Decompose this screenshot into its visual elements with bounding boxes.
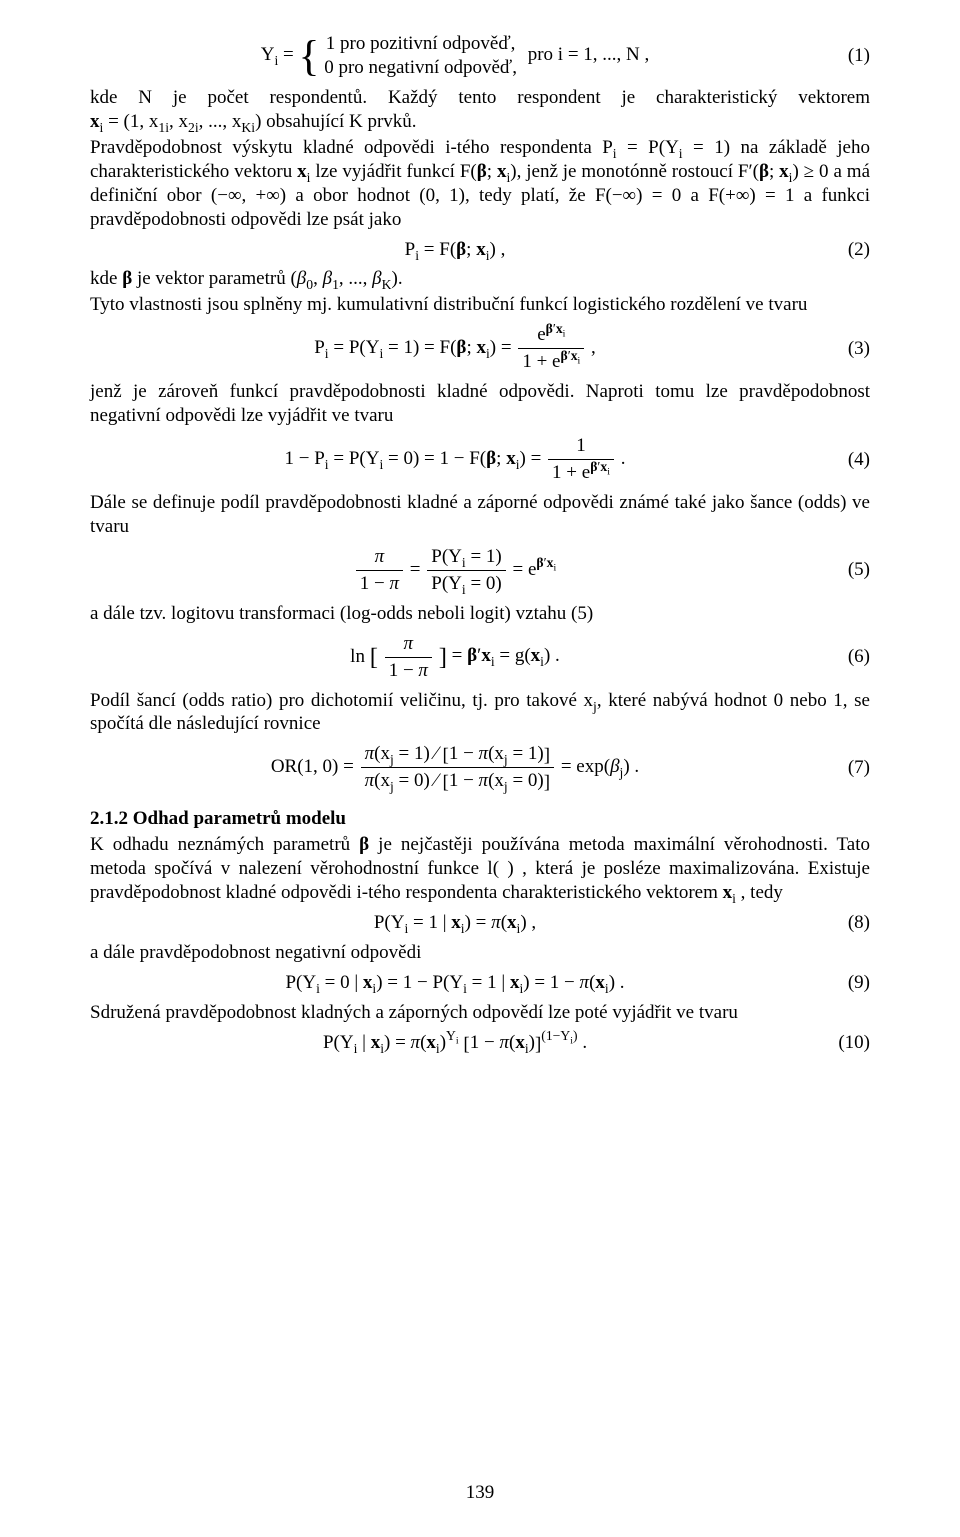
para-logit: a dále tzv. logitovu transformaci (log-o… bbox=[90, 602, 870, 626]
eq1-rhs: pro i = 1, ..., N , bbox=[528, 44, 650, 65]
para-before-eq2: Pravděpodobnost výskytu kladné odpovědi … bbox=[90, 136, 870, 232]
equation-3: Pi = P(Yi = 1) = F(β; xi) = eβ′xi 1 + eβ… bbox=[90, 323, 870, 374]
equation-8: P(Yi = 1 | xi) = π(xi) , (8) bbox=[90, 911, 870, 935]
eq10-body: P(Yi | xi) = π(xi)Yi [1 − π(xi)](1−Yi) . bbox=[90, 1031, 820, 1055]
p1b-text: obsahující K prvků. bbox=[266, 111, 416, 132]
equation-7: OR(1, 0) = π(xj = 1) ⁄ [1 − π(xj = 1)] π… bbox=[90, 742, 870, 793]
sub-i: i bbox=[274, 53, 278, 68]
para-beta-vector: kde β je vektor parametrů (β0, β1, ..., … bbox=[90, 267, 870, 291]
eq1-case1: 1 pro pozitivní odpověď, bbox=[324, 32, 517, 56]
eq9-body: P(Yi = 0 | xi) = 1 − P(Yi = 1 | xi) = 1 … bbox=[90, 971, 820, 995]
eq7-body: OR(1, 0) = π(xj = 1) ⁄ [1 − π(xj = 1)] π… bbox=[90, 742, 820, 793]
equation-1-body: Yi = { 1 pro pozitivní odpověď, 0 pro ne… bbox=[90, 32, 820, 80]
eq5-num: (5) bbox=[820, 558, 870, 582]
subsection-heading: 2.1.2 Odhad parametrů modelu bbox=[90, 807, 870, 831]
eq6-body: ln [ π 1 − π ] = β′xi = g(xi) . bbox=[90, 632, 820, 683]
equation-4: 1 − Pi = P(Yi = 0) = 1 − F(β; xi) = 1 1 … bbox=[90, 434, 870, 485]
para-neg-resp: a dále pravděpodobnost negativní odpověd… bbox=[90, 941, 870, 965]
eq2-body: Pi = F(β; xi) , bbox=[90, 238, 820, 262]
eq8-body: P(Yi = 1 | xi) = π(xi) , bbox=[90, 911, 820, 935]
para-odds-ratio: Podíl šancí (odds ratio) pro dichotomií … bbox=[90, 689, 870, 737]
eq1-case2: 0 pro negativní odpověď, bbox=[324, 56, 517, 80]
page: Yi = { 1 pro pozitivní odpověď, 0 pro ne… bbox=[0, 0, 960, 1537]
eq9-num: (9) bbox=[820, 971, 870, 995]
equation-1: Yi = { 1 pro pozitivní odpověď, 0 pro ne… bbox=[90, 32, 870, 80]
eq10-num: (10) bbox=[820, 1031, 870, 1055]
page-number: 139 bbox=[0, 1481, 960, 1505]
xvec: xi = (1, x1i, x2i, ..., xKi) bbox=[90, 111, 266, 132]
equation-6: ln [ π 1 − π ] = β′xi = g(xi) . (6) bbox=[90, 632, 870, 683]
para-odds: Dále se definuje podíl pravděpodobnosti … bbox=[90, 491, 870, 539]
eq8-num: (8) bbox=[820, 911, 870, 935]
eq4-num: (4) bbox=[820, 448, 870, 472]
para-after-eq1: kde N je počet respondentů. Každý tento … bbox=[90, 86, 870, 134]
para-joint: Sdružená pravděpodobnost kladných a zápo… bbox=[90, 1001, 870, 1025]
p1a-text: kde N je počet respondentů. Každý tento … bbox=[90, 87, 870, 108]
eq1-num: (1) bbox=[820, 44, 870, 68]
eq3-num: (3) bbox=[820, 337, 870, 361]
eq7-num: (7) bbox=[820, 756, 870, 780]
para-mle: K odhadu neznámých parametrů β je nejčas… bbox=[90, 833, 870, 905]
equation-5: π 1 − π = P(Yi = 1) P(Yi = 0) = eβ′xi (5… bbox=[90, 545, 870, 596]
eq5-body: π 1 − π = P(Yi = 1) P(Yi = 0) = eβ′xi bbox=[90, 545, 820, 596]
para-neg-prob: jenž je zároveň funkcí pravděpodobnosti … bbox=[90, 380, 870, 428]
equation-9: P(Yi = 0 | xi) = 1 − P(Yi = 1 | xi) = 1 … bbox=[90, 971, 870, 995]
eq6-num: (6) bbox=[820, 645, 870, 669]
eq4-body: 1 − Pi = P(Yi = 0) = 1 − F(β; xi) = 1 1 … bbox=[90, 434, 820, 485]
para-cdf: Tyto vlastnosti jsou splněny mj. kumulat… bbox=[90, 293, 870, 317]
eq2-num: (2) bbox=[820, 238, 870, 262]
equation-10: P(Yi | xi) = π(xi)Yi [1 − π(xi)](1−Yi) .… bbox=[90, 1031, 870, 1055]
equation-2: Pi = F(β; xi) , (2) bbox=[90, 238, 870, 262]
eq3-body: Pi = P(Yi = 1) = F(β; xi) = eβ′xi 1 + eβ… bbox=[90, 323, 820, 374]
